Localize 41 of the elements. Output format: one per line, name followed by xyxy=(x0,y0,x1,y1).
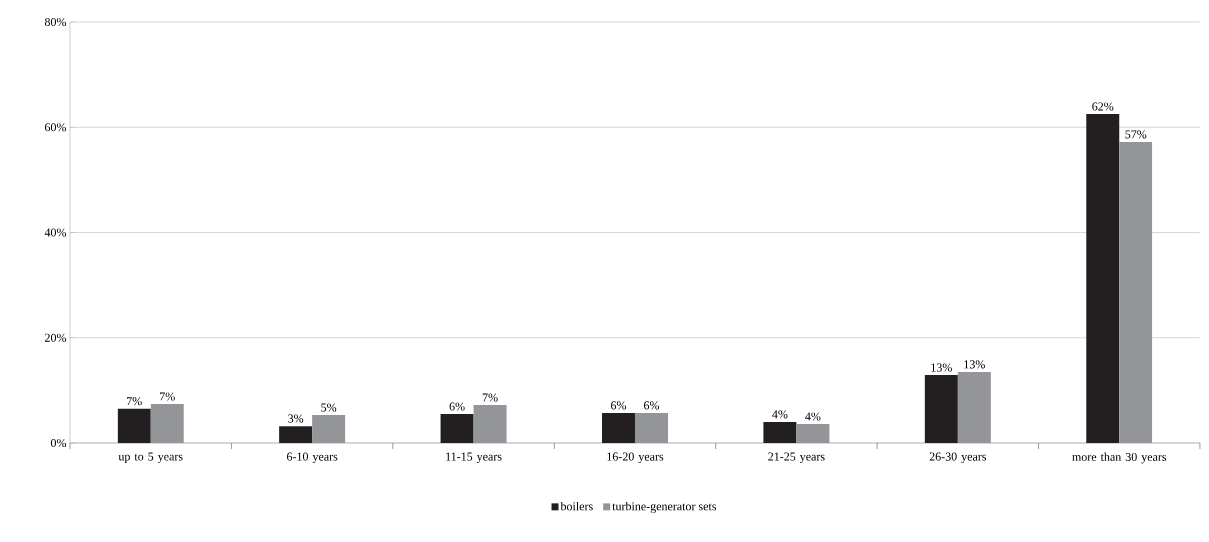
data-label: 13% xyxy=(931,363,952,372)
bar xyxy=(117,408,151,443)
bar xyxy=(150,404,184,443)
bar xyxy=(601,413,635,443)
x-tick-label: up to 5 years xyxy=(118,452,183,463)
data-label: 6% xyxy=(449,402,465,411)
x-tick-label: 11-15 years xyxy=(446,452,502,464)
data-label: 6% xyxy=(644,401,660,410)
bar xyxy=(634,413,668,443)
data-label: 7% xyxy=(160,392,175,401)
data-label: 13% xyxy=(964,360,985,369)
y-tick-label: 0% xyxy=(50,438,67,448)
bar xyxy=(763,421,797,443)
x-tick-label: 16-20 years xyxy=(607,452,664,464)
data-label: 6% xyxy=(611,401,627,410)
data-label: 4% xyxy=(805,412,821,421)
data-label: 62% xyxy=(1092,102,1114,111)
data-label: 57% xyxy=(1125,130,1147,139)
data-label: 5% xyxy=(321,403,337,412)
x-tick-label: more than 30 years xyxy=(1072,452,1167,464)
x-tick-label: 6-10 years xyxy=(287,452,338,464)
y-tick-label: 40% xyxy=(44,228,67,237)
bar xyxy=(279,426,313,443)
bar xyxy=(312,415,346,443)
data-label: 7% xyxy=(482,393,498,402)
x-tick-label: 21-25 years xyxy=(768,452,825,464)
x-tick-label: 26-30 years xyxy=(929,452,987,464)
legend-label: boilers xyxy=(560,501,593,511)
data-label: 3% xyxy=(288,414,304,423)
bar xyxy=(1086,114,1120,443)
y-tick-label: 80% xyxy=(44,17,67,27)
bar xyxy=(440,414,474,443)
bar xyxy=(796,424,830,443)
y-tick-label: 20% xyxy=(45,333,67,342)
bar xyxy=(924,375,958,443)
legend-label: turbine-generator sets xyxy=(612,501,717,513)
y-tick-label: 60% xyxy=(44,123,67,132)
bar xyxy=(957,371,991,443)
bar xyxy=(473,405,507,443)
data-label: 4% xyxy=(772,410,788,419)
data-label: 7% xyxy=(127,397,142,406)
